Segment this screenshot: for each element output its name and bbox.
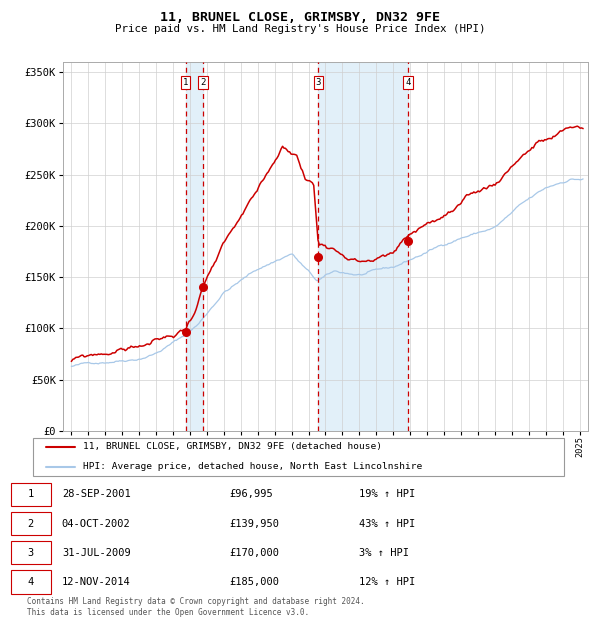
Text: £185,000: £185,000 [229,577,280,587]
FancyBboxPatch shape [11,512,50,535]
FancyBboxPatch shape [33,438,564,476]
Text: 11, BRUNEL CLOSE, GRIMSBY, DN32 9FE (detached house): 11, BRUNEL CLOSE, GRIMSBY, DN32 9FE (det… [83,443,382,451]
Text: 3% ↑ HPI: 3% ↑ HPI [359,547,409,558]
FancyBboxPatch shape [11,570,50,593]
Text: 19% ↑ HPI: 19% ↑ HPI [359,489,415,500]
Text: 12% ↑ HPI: 12% ↑ HPI [359,577,415,587]
Text: 04-OCT-2002: 04-OCT-2002 [62,518,131,529]
Text: 4: 4 [28,577,34,587]
Bar [319,62,408,431]
Text: Price paid vs. HM Land Registry's House Price Index (HPI): Price paid vs. HM Land Registry's House … [115,24,485,33]
FancyBboxPatch shape [11,483,50,506]
Text: 2: 2 [28,518,34,529]
Text: 43% ↑ HPI: 43% ↑ HPI [359,518,415,529]
Text: 3: 3 [28,547,34,558]
Text: £170,000: £170,000 [229,547,280,558]
Text: £139,950: £139,950 [229,518,280,529]
Text: 4: 4 [405,78,410,87]
Text: 2: 2 [200,78,206,87]
Text: 11, BRUNEL CLOSE, GRIMSBY, DN32 9FE: 11, BRUNEL CLOSE, GRIMSBY, DN32 9FE [160,11,440,24]
Text: 31-JUL-2009: 31-JUL-2009 [62,547,131,558]
Text: £96,995: £96,995 [229,489,273,500]
Text: Contains HM Land Registry data © Crown copyright and database right 2024.
This d: Contains HM Land Registry data © Crown c… [27,598,365,617]
Text: 1: 1 [183,78,188,87]
Text: 1: 1 [28,489,34,500]
Bar [185,62,203,431]
Text: HPI: Average price, detached house, North East Lincolnshire: HPI: Average price, detached house, Nort… [83,463,422,471]
Text: 3: 3 [316,78,321,87]
FancyBboxPatch shape [11,541,50,564]
Text: 28-SEP-2001: 28-SEP-2001 [62,489,131,500]
Text: 12-NOV-2014: 12-NOV-2014 [62,577,131,587]
